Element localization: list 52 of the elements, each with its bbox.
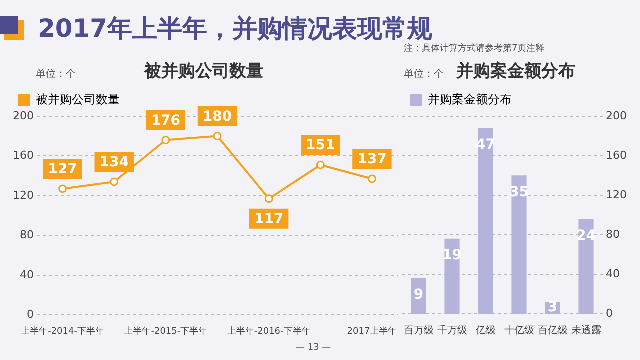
x-tick-label: 上半年-2015-下半年 [124,326,208,337]
bar [411,278,426,314]
data-label: 24 [576,228,596,244]
y-tick-label: 0 [26,308,34,322]
y2-tick-label: 40 [606,267,620,280]
text: 2017年上半年，并购情况表现常规 [38,13,433,44]
chart-title: 被并购公司数量 [144,62,264,82]
bar [478,128,494,314]
bar [512,176,527,314]
data-label: 134 [100,154,130,171]
x-tick-label: 上半年-2014-下半年 [21,326,104,337]
y-tick-label: 200 [12,109,34,122]
data-label: 137 [358,152,387,168]
x-tick-label: 亿级 [474,324,496,337]
point [162,136,170,145]
y2-tick-label: 80 [606,228,620,241]
x-tick-label: 2017上半年 [347,326,398,337]
point [58,184,68,194]
x-tick-label: 十亿级 [504,324,534,337]
data-label: 180 [202,108,232,125]
point [110,178,119,186]
text: — 13 — [296,343,332,353]
point [316,160,325,170]
x-tick-label: 百亿级 [538,324,568,337]
data-label: 127 [48,162,78,178]
text: 单位：个 [36,68,76,81]
point [368,174,376,184]
y-tick-label: 40 [20,268,34,282]
x-tick-label: 上半年-2016-下半年 [227,326,311,337]
y2-tick-label: 0 [606,306,614,320]
x-tick-label: 百万级 [404,324,434,337]
data-label: 176 [151,112,181,129]
x-tick-label: 千万级 [437,324,468,337]
y-tick-label: 160 [12,149,34,162]
legend-label: 并购案金额分布 [428,92,512,107]
y-tick-label: 80 [20,228,34,242]
chart-title: 并购案金额分布 [456,60,576,82]
bar [578,219,594,314]
y2-tick-label: 120 [606,188,628,202]
data-label: 117 [254,212,284,228]
x-tick-label: 未透露 [571,324,602,337]
legend-label: 被并购公司数量 [36,92,120,107]
text: 注：具体计算方式请参考第7页注释 [404,42,545,55]
y-tick-label: 120 [12,188,34,202]
data-label: 3 [548,300,558,316]
text: 单位：个 [404,68,444,81]
point [213,132,222,141]
point [264,194,274,204]
y2-tick-label: 160 [606,148,628,162]
data-label: 9 [414,287,424,304]
y2-tick-label: 200 [606,109,628,122]
data-label: 151 [306,138,336,154]
